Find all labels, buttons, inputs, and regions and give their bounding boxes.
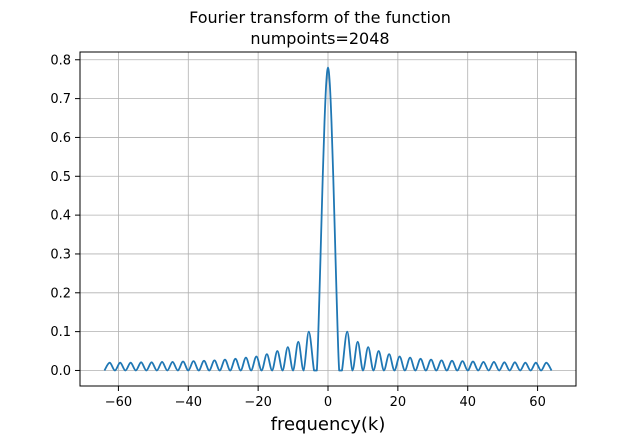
y-tick-label: 0.4 — [50, 209, 71, 224]
y-ticks: 0.0 0.1 0.2 0.3 0.4 0.5 0.6 0.7 0.8 — [50, 53, 80, 379]
y-tick-label: 0.7 — [50, 92, 71, 107]
y-tick-label: 0.6 — [50, 131, 71, 146]
x-tick-label: 60 — [529, 395, 546, 410]
y-tick-label: 0.2 — [50, 286, 71, 301]
x-tick-label: 0 — [324, 395, 332, 410]
x-axis-label: frequency(k) — [271, 414, 386, 434]
x-tick-label: −40 — [175, 395, 202, 410]
y-tick-label: 0.5 — [50, 170, 71, 185]
x-tick-label: −20 — [244, 395, 271, 410]
x-tick-label: 40 — [459, 395, 476, 410]
y-tick-label: 0.8 — [50, 53, 71, 68]
x-tick-label: −60 — [105, 395, 132, 410]
x-ticks: −60 −40 −20 0 20 40 60 — [105, 386, 546, 410]
y-tick-label: 0.1 — [50, 325, 71, 340]
y-tick-label: 0.3 — [50, 247, 71, 262]
chart-title-line-2: numpoints=2048 — [250, 29, 389, 48]
series-line — [103, 66, 553, 372]
grid-lines — [80, 52, 576, 386]
x-tick-label: 20 — [390, 395, 407, 410]
chart-title-line-1: Fourier transform of the function — [189, 8, 451, 27]
y-tick-label: 0.0 — [50, 364, 71, 379]
series-lines — [103, 66, 553, 372]
